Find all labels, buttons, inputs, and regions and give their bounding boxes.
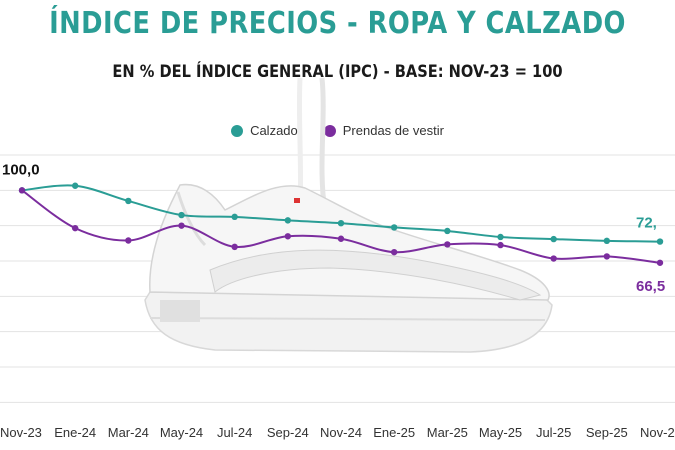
x-tick-label: Nov-24 — [320, 425, 362, 440]
legend-item-prendas: Prendas de vestir — [323, 123, 444, 138]
legend-item-calzado: Calzado — [231, 123, 298, 138]
data-label: 100,0 — [2, 161, 40, 178]
x-tick-label: May-25 — [479, 425, 522, 440]
data-point-calzado — [125, 197, 132, 205]
data-point-prendas — [444, 241, 451, 248]
data-point-prendas — [18, 187, 26, 194]
data-label: 72, — [636, 215, 657, 232]
data-point-prendas — [603, 253, 611, 260]
data-point-prendas — [231, 243, 238, 251]
x-tick-label: Jul-24 — [217, 425, 252, 440]
data-point-calzado — [603, 237, 611, 245]
legend-marker-calzado — [231, 124, 244, 137]
x-tick-label: Nov-2 — [640, 425, 675, 440]
x-tick-label: May-24 — [160, 425, 203, 440]
chart-title: ÍNDICE DE PRECIOS - ROPA Y CALZADO — [49, 6, 626, 41]
x-tick-label: Jul-25 — [536, 425, 571, 440]
data-point-prendas — [125, 237, 132, 244]
data-point-calzado — [550, 235, 557, 243]
x-tick-label: Ene-25 — [373, 425, 415, 440]
x-tick-label: Nov-23 — [0, 425, 42, 440]
series-points — [18, 182, 664, 266]
chart-subtitle: EN % DEL ÍNDICE GENERAL (IPC) - BASE: NO… — [112, 62, 563, 82]
data-point-calzado — [337, 219, 345, 227]
data-point-prendas — [390, 248, 398, 256]
x-tick-label: Mar-24 — [108, 425, 149, 440]
data-point-prendas — [178, 222, 185, 229]
x-tick-label: Sep-24 — [267, 425, 309, 440]
shoe-illustration — [144, 77, 553, 353]
data-point-prendas — [337, 235, 345, 242]
data-point-calzado — [178, 211, 185, 219]
x-tick-label: Sep-25 — [586, 425, 628, 440]
legend-label-calzado: Calzado — [250, 123, 298, 138]
x-axis: Nov-23 Ene-24 Mar-24 May-24 Jul-24 Sep-24 Nov-… — [0, 425, 675, 440]
data-label: 66,5 — [636, 278, 665, 295]
data-point-calzado — [71, 182, 79, 189]
data-point-prendas — [497, 241, 504, 249]
data-point-prendas — [550, 255, 557, 262]
x-tick-label: Mar-25 — [427, 425, 468, 440]
data-point-prendas — [71, 224, 79, 232]
data-point-calzado — [444, 227, 451, 235]
data-point-calzado — [231, 213, 238, 221]
data-point-prendas — [656, 259, 664, 266]
data-point-calzado — [656, 238, 664, 245]
data-point-calzado — [390, 224, 398, 231]
data-point-prendas — [284, 233, 292, 240]
legend-label-prendas: Prendas de vestir — [342, 123, 444, 138]
x-tick-label: Ene-24 — [54, 425, 96, 440]
data-point-calzado — [284, 217, 292, 224]
legend: Calzado Prendas de vestir — [0, 123, 675, 138]
data-labels: 100,0 72, 66,5 — [2, 161, 665, 294]
data-point-calzado — [497, 233, 504, 241]
legend-marker-prendas — [323, 124, 336, 137]
